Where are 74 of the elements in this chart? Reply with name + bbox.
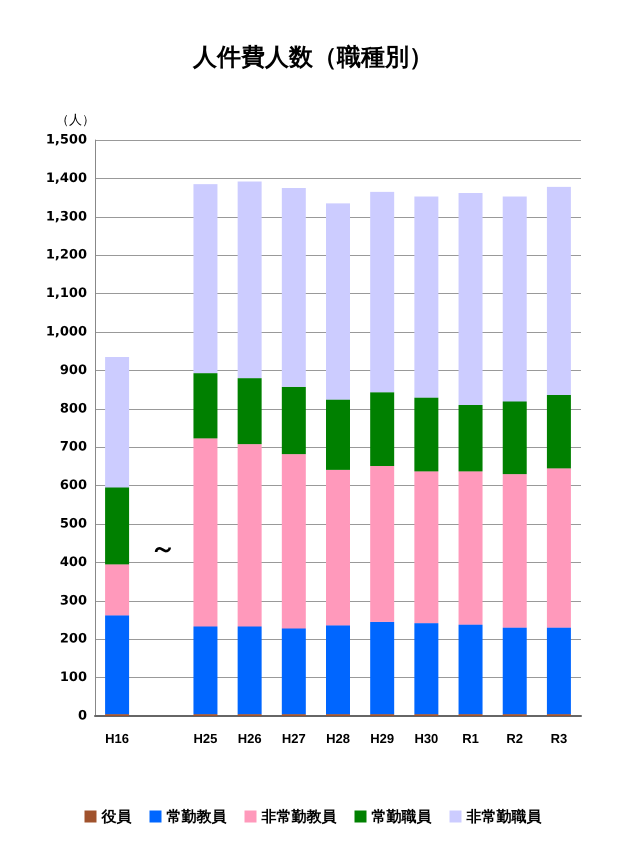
bar [414, 196, 438, 398]
bar [502, 196, 527, 402]
x-tick-label: R2 [506, 731, 524, 746]
y-axis-title: （人） [56, 112, 95, 127]
bar [546, 468, 571, 628]
bar [105, 564, 130, 616]
x-tick-label: H29 [370, 731, 394, 746]
x-tick-label: R1 [462, 731, 479, 746]
y-tick-label: 1,500 [46, 132, 87, 148]
bar [105, 488, 130, 564]
bar [546, 628, 571, 714]
bar [238, 181, 262, 378]
bar [238, 378, 262, 444]
bar [282, 628, 306, 714]
legend-label: 常勤教員 [166, 808, 228, 826]
y-tick-label: 1,000 [46, 324, 87, 340]
bar [370, 622, 394, 714]
bar [326, 203, 350, 400]
bar [458, 471, 483, 625]
bar [282, 386, 306, 454]
bar [326, 400, 350, 470]
y-tick-label: 1,100 [46, 286, 87, 302]
x-tick-label: H30 [414, 731, 438, 746]
bar [502, 402, 527, 474]
x-tick-label: H26 [238, 731, 262, 746]
bar [105, 615, 130, 714]
bar [546, 394, 571, 468]
bar [414, 471, 438, 624]
y-tick-label: 800 [60, 401, 87, 416]
bar [370, 466, 394, 622]
bar [193, 438, 218, 627]
y-tick-label: 700 [60, 440, 87, 455]
bar [546, 186, 571, 395]
y-tick-label: 400 [60, 554, 87, 570]
y-tick-label: 0 [78, 708, 87, 724]
x-tick-label: R3 [550, 731, 568, 746]
legend-label: 非常勤職員 [466, 808, 542, 826]
y-tick-label: 200 [60, 632, 87, 647]
bar [282, 188, 306, 387]
bar [370, 392, 394, 466]
bar [193, 626, 218, 714]
bar [458, 624, 483, 714]
bar [105, 356, 130, 488]
bar [326, 470, 350, 626]
y-tick-label: 300 [60, 593, 87, 608]
bar [238, 444, 262, 627]
y-tick-label: 100 [60, 670, 87, 686]
bar [282, 454, 306, 628]
bar [414, 623, 438, 714]
bar [193, 373, 218, 438]
y-tick-label: 600 [60, 478, 87, 494]
y-tick-label: 1,200 [46, 248, 87, 263]
y-tick-label: 1,300 [46, 209, 87, 224]
legend-label: 常勤職員 [372, 808, 432, 826]
x-tick-label: H16 [105, 731, 130, 746]
x-tick-label: H25 [194, 731, 218, 746]
bar [193, 184, 218, 374]
bar [370, 192, 394, 392]
bar [502, 474, 527, 628]
annotation: ～ [150, 533, 176, 563]
bar [414, 398, 438, 472]
y-tick-label: 900 [60, 362, 87, 378]
y-tick-label: 1,400 [46, 170, 87, 186]
x-tick-label: H28 [326, 731, 350, 746]
legend-label: 非常勤教員 [260, 808, 338, 826]
bar [326, 625, 350, 714]
bar [458, 404, 483, 472]
y-tick-label: 500 [60, 516, 87, 532]
chart-title: 人件費人数（職種別） [192, 43, 433, 71]
x-tick-label: H27 [282, 731, 306, 746]
bar [458, 192, 483, 405]
bar [238, 626, 262, 714]
bar [502, 628, 527, 714]
legend-label: 役員 [100, 808, 132, 826]
